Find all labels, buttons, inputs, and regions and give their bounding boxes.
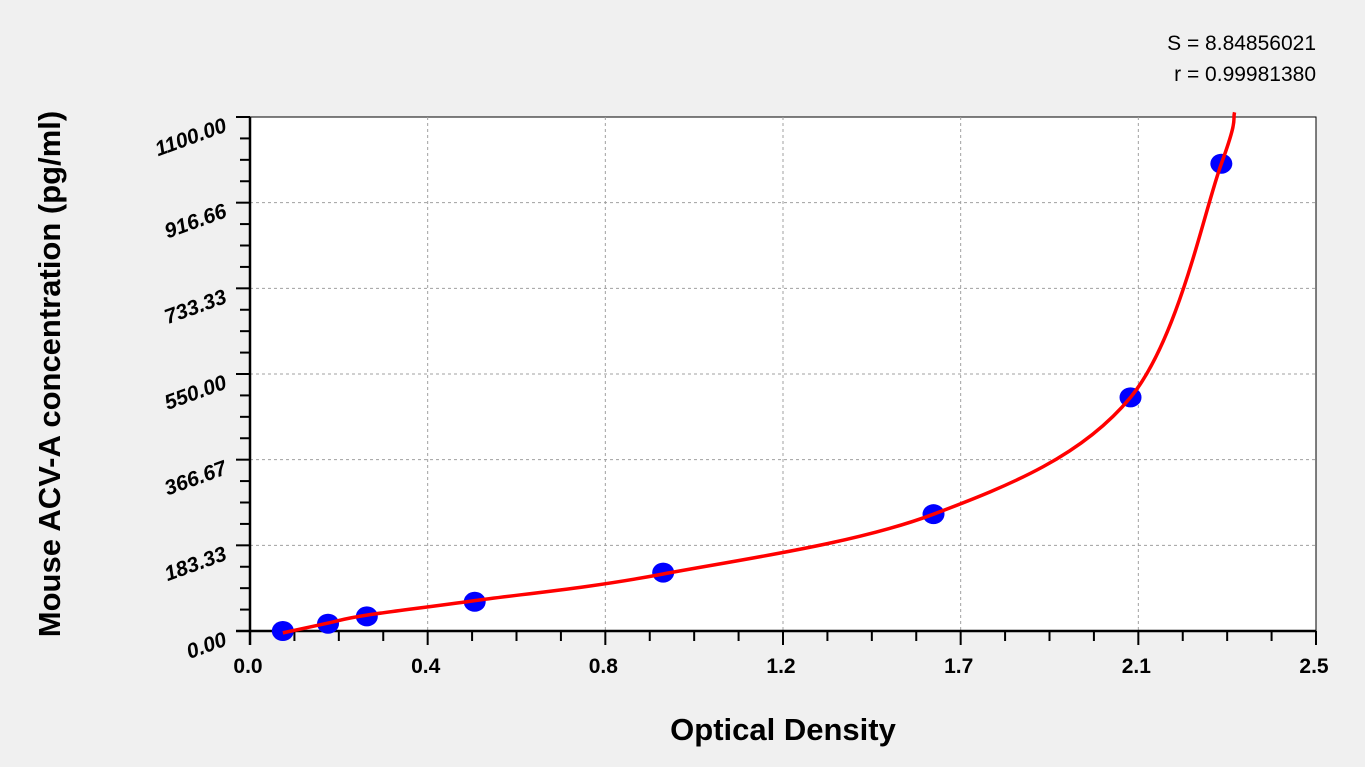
x-tick-label: 2.5: [1299, 655, 1329, 678]
grid: [250, 117, 1316, 631]
y-tick-labels: 0.00 183.33 366.67 550.00 733.33 916.66 1100.0…: [152, 114, 231, 664]
y-tick-label: 366.67: [161, 456, 230, 500]
data-point: [271, 621, 294, 641]
y-tick-label: 183.33: [161, 542, 230, 586]
y-axis-title: Mouse ACV-A concentration (pg/ml): [32, 111, 67, 637]
y-tick-label: 1100.00: [152, 114, 230, 161]
x-axis-title: Optical Density: [670, 712, 896, 747]
y-tick-label: 916.66: [161, 200, 230, 244]
x-tick-label: 0.4: [411, 655, 441, 678]
x-tick-label: 1.7: [944, 655, 973, 678]
axes: [236, 116, 1317, 645]
x-tick-label: 0.0: [233, 655, 262, 678]
s-annotation: S = 8.84856021: [1167, 32, 1316, 55]
x-tick-label: 0.8: [589, 655, 619, 678]
r-annotation: r = 0.99981380: [1174, 63, 1316, 86]
y-tick-label: 550.00: [161, 371, 230, 415]
fit-curve: [282, 111, 1237, 635]
x-tick-label: 2.1: [1122, 655, 1152, 678]
y-tick-label: 0.00: [183, 628, 230, 664]
data-marks: [271, 111, 1237, 641]
x-tick-label: 1.2: [766, 655, 795, 678]
y-tick-label: 733.33: [161, 285, 230, 329]
x-tick-labels: 0.0 0.4 0.8 1.2 1.7 2.1 2.5: [233, 655, 1329, 678]
